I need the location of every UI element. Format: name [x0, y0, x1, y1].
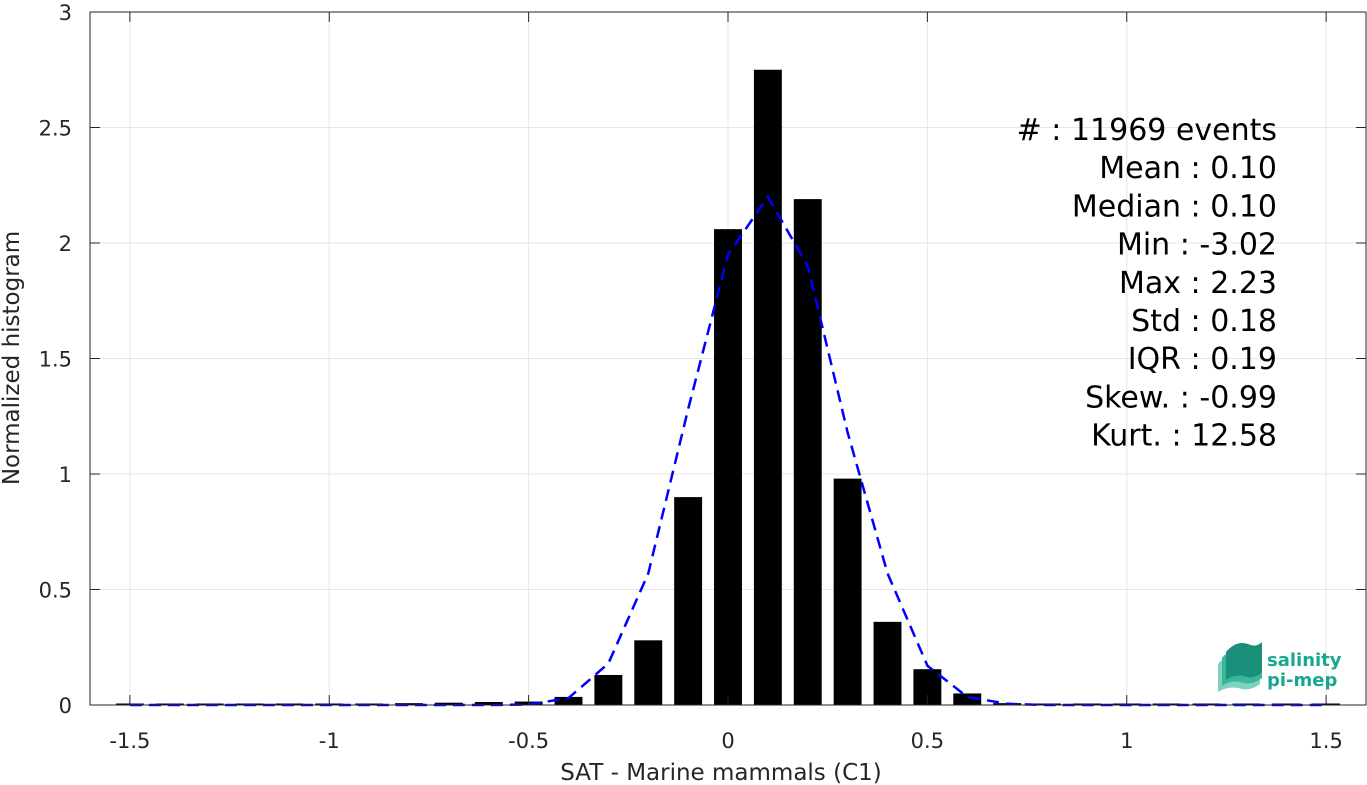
- y-axis-label: Normalized histogram: [0, 231, 25, 485]
- histogram-bar: [873, 621, 902, 705]
- y-tick-label: 0.5: [39, 579, 72, 603]
- histogram-bar: [474, 701, 503, 705]
- histogram-bar: [674, 497, 703, 705]
- histogram-bar: [1272, 703, 1301, 705]
- histogram-bar: [434, 702, 463, 705]
- stats-line: Mean : 0.10: [1099, 151, 1277, 186]
- salinity-pi-mep-logo: salinity pi-mep: [1218, 642, 1342, 692]
- x-tick-label: 1: [1120, 729, 1133, 753]
- x-tick-label: 1.5: [1309, 729, 1342, 753]
- x-tick-label: -1.5: [109, 729, 150, 753]
- y-tick-label: 1: [59, 463, 72, 487]
- histogram-bar: [1232, 703, 1261, 705]
- stats-line: # : 11969 events: [1017, 113, 1277, 148]
- stats-line: Skew. : -0.99: [1085, 380, 1277, 415]
- y-tick-label: 0: [59, 694, 72, 718]
- histogram-bar: [753, 69, 782, 705]
- y-tick-label: 3: [59, 1, 72, 25]
- histogram-bar: [395, 703, 423, 705]
- x-tick-label: 0.5: [911, 729, 944, 753]
- axis-ticks: -1.5 -1 -0.5 0 0.5 1 1.5 0 0.5 1 1.5 2 2.5 3: [39, 1, 1366, 753]
- y-tick-label: 1.5: [39, 348, 72, 372]
- y-tick-label: 2.5: [39, 117, 72, 141]
- histogram-bar: [833, 478, 862, 705]
- histogram-bar: [793, 199, 822, 706]
- stats-line: Min : -3.02: [1117, 228, 1277, 263]
- y-tick-label: 2: [59, 232, 72, 256]
- x-axis-label: SAT - Marine mammals (C1): [560, 760, 882, 785]
- histogram-bar: [594, 674, 623, 705]
- histogram-bars: [115, 69, 1341, 706]
- histogram-bar: [554, 696, 583, 705]
- x-tick-label: 0: [721, 729, 734, 753]
- stats-line: Std : 0.18: [1131, 304, 1277, 339]
- stats-line: Max : 2.23: [1119, 266, 1277, 301]
- histogram-bar: [714, 229, 742, 705]
- logo-waves-icon: [1218, 642, 1262, 692]
- stats-line: Kurt. : 12.58: [1091, 419, 1277, 454]
- x-tick-label: -0.5: [508, 729, 549, 753]
- stats-line: Median : 0.10: [1072, 189, 1277, 224]
- x-tick-label: -1: [319, 729, 340, 753]
- stats-line: IQR : 0.19: [1128, 342, 1277, 377]
- logo-line1: salinity: [1267, 650, 1342, 671]
- histogram-bar: [953, 693, 982, 705]
- logo-line2: pi-mep: [1267, 670, 1337, 691]
- histogram-bar: [634, 640, 663, 705]
